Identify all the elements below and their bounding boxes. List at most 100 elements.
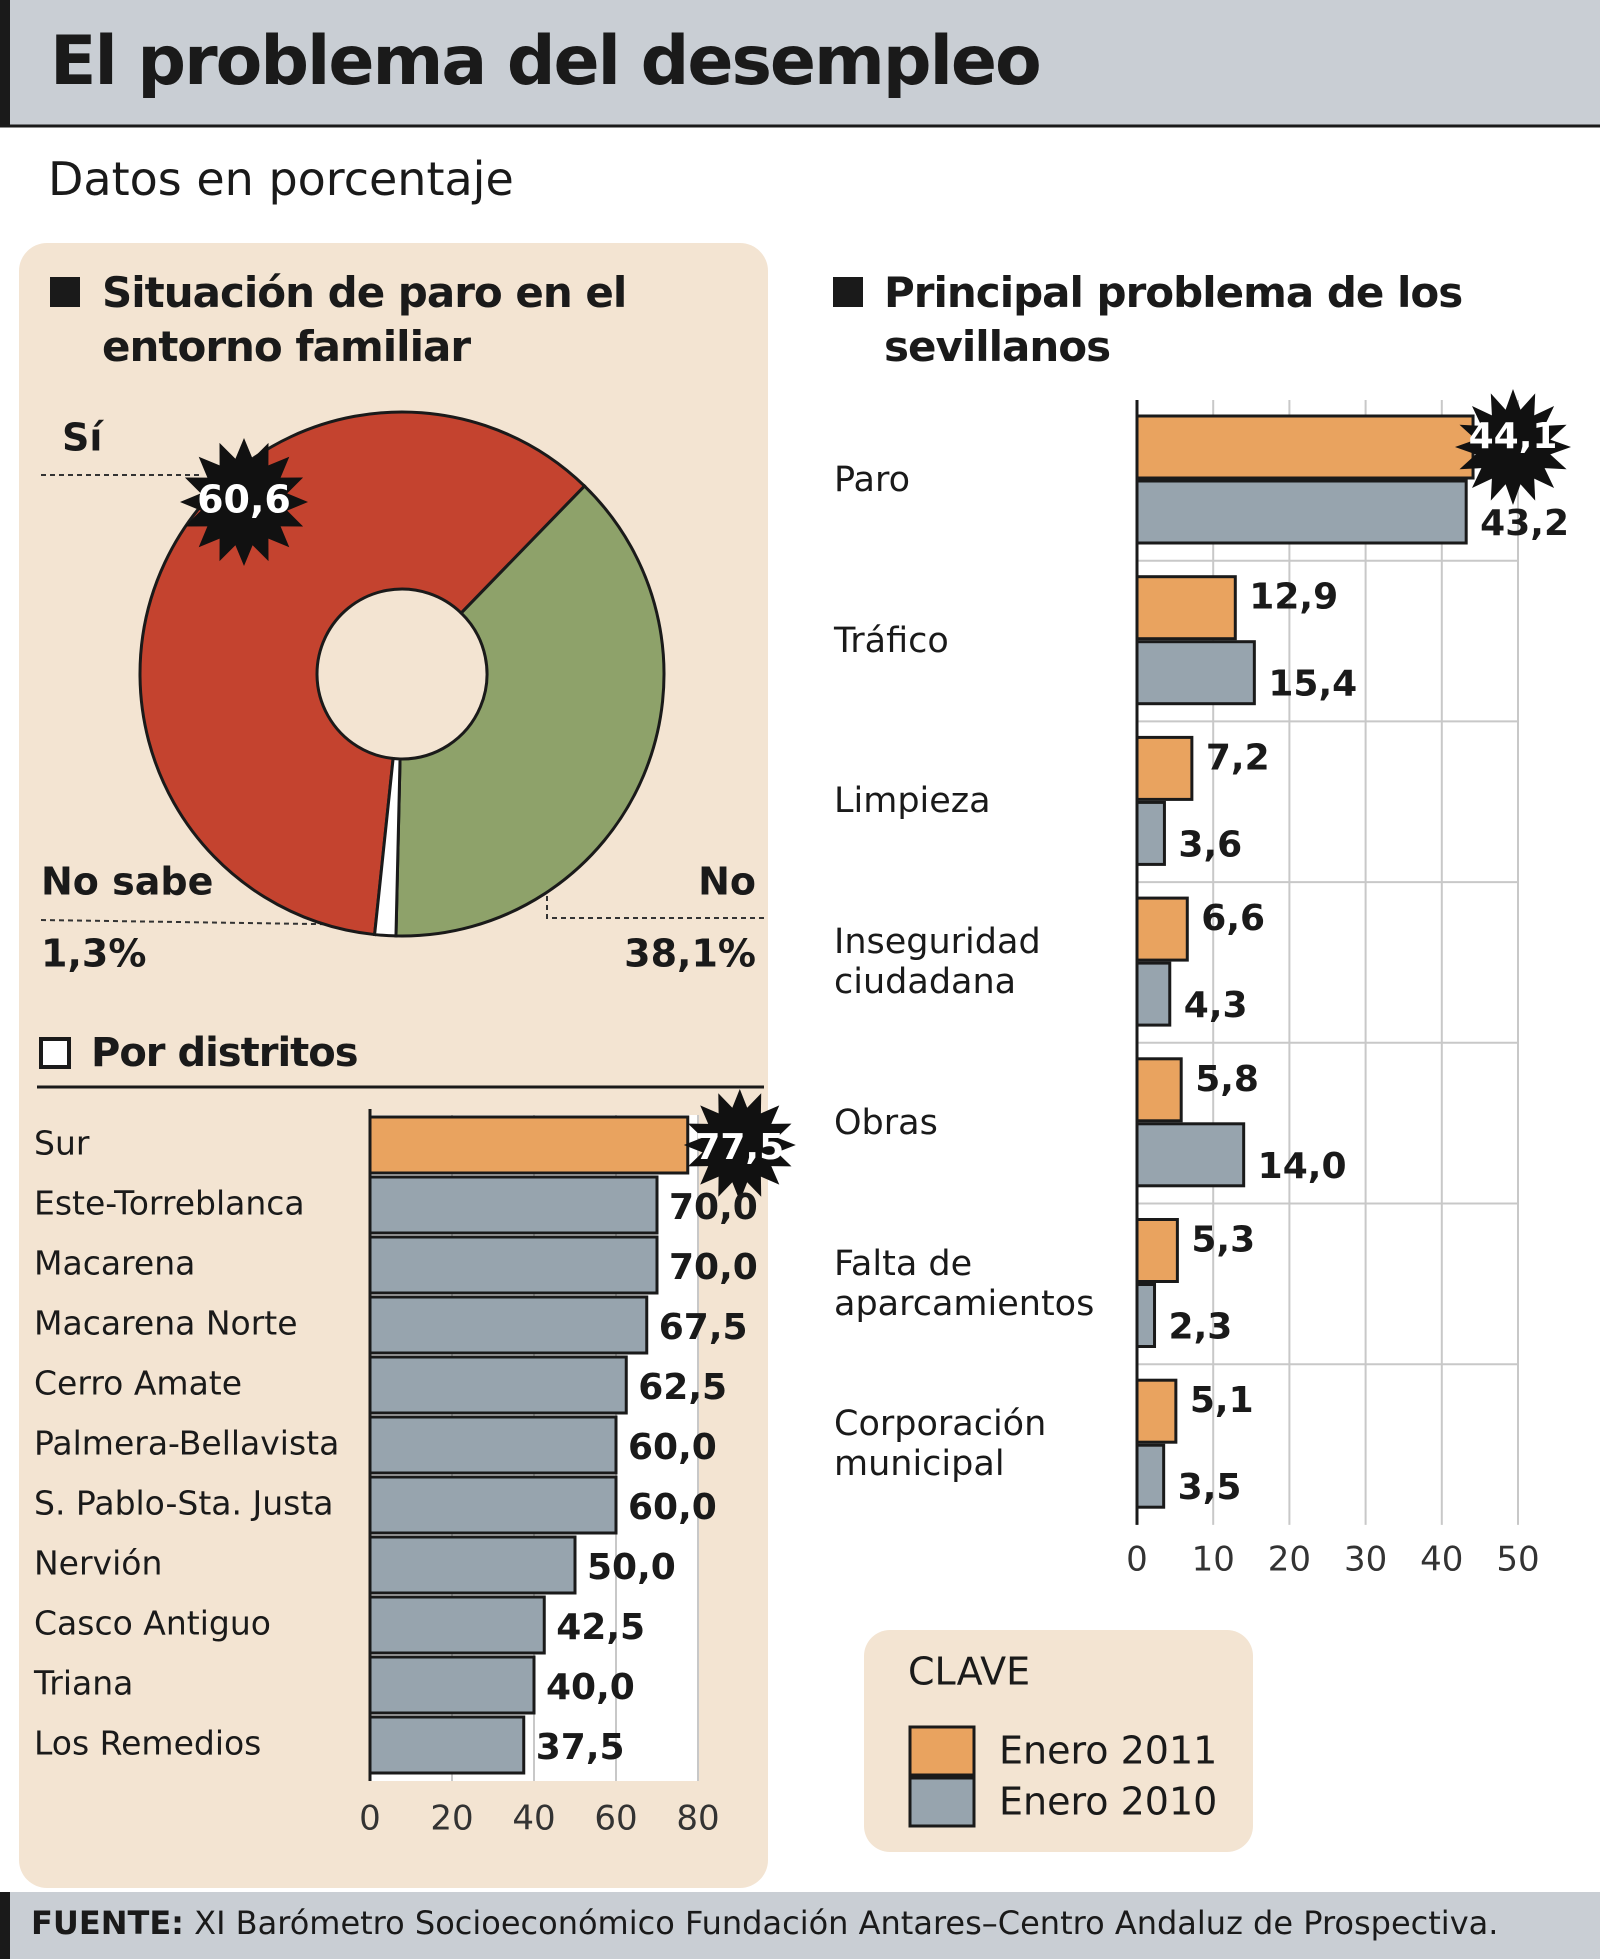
pie-label: Sí	[62, 416, 104, 460]
value-label: 40,0	[546, 1667, 635, 1708]
bar	[1135, 1443, 1166, 1509]
value-label: 60,0	[628, 1487, 717, 1528]
value-label: 60,0	[628, 1427, 717, 1468]
pie-value-label: 60,6	[197, 478, 291, 522]
value-label: 7,2	[1206, 737, 1270, 778]
value-label: 2,3	[1169, 1307, 1233, 1348]
value-label: 70,0	[669, 1247, 758, 1288]
x-tick-label: 10	[1192, 1540, 1235, 1580]
footer-band	[0, 1892, 1600, 1959]
x-tick-label: 30	[1344, 1540, 1387, 1580]
category-label: Falta de aparcamientos	[834, 1243, 1095, 1324]
x-tick-label: 40	[512, 1799, 555, 1839]
bar	[1135, 414, 1475, 480]
value-label: 4,3	[1184, 985, 1248, 1026]
category-label: Sur	[34, 1124, 90, 1163]
pie-label: No	[698, 860, 756, 904]
category-label: Nervión	[34, 1544, 162, 1583]
category-label: Este-Torreblanca	[34, 1184, 305, 1223]
pie-slice	[372, 756, 402, 938]
value-label: 6,6	[1201, 898, 1265, 939]
bar	[1135, 735, 1194, 801]
value-label: 5,3	[1191, 1220, 1255, 1261]
value-label: 37,5	[536, 1727, 625, 1768]
title-band	[0, 0, 1600, 125]
bar	[368, 1475, 618, 1535]
category-label: Obras	[834, 1102, 938, 1143]
category-label: Macarena Norte	[34, 1304, 298, 1343]
bar	[1135, 961, 1172, 1027]
legend-title: CLAVE	[908, 1650, 1030, 1694]
value-label: 5,8	[1195, 1059, 1259, 1100]
starburst	[683, 1089, 796, 1201]
page-subtitle: Datos en porcentaje	[48, 152, 514, 206]
bar	[368, 1115, 690, 1175]
pie-value-label: 1,3%	[41, 932, 146, 976]
value-label: 12,9	[1249, 577, 1338, 618]
title-square	[833, 277, 863, 307]
category-label: Cerro Amate	[34, 1364, 242, 1403]
value-label: 70,0	[669, 1187, 758, 1228]
x-tick-label: 0	[359, 1799, 381, 1839]
value-label: 42,5	[556, 1607, 645, 1648]
category-label: Tráfico	[834, 620, 949, 661]
x-tick-label: 80	[676, 1799, 719, 1839]
x-tick-label: 60	[594, 1799, 637, 1839]
legend-label: Enero 2011	[999, 1729, 1217, 1773]
value-label: 43,2	[1480, 503, 1569, 544]
category-label: Inseguridad ciudadana	[834, 922, 1041, 1003]
bar	[368, 1235, 659, 1295]
category-label: Los Remedios	[34, 1724, 261, 1763]
category-label: Palmera-Bellavista	[34, 1424, 339, 1463]
bar	[1135, 1218, 1179, 1283]
value-label: 62,5	[638, 1367, 727, 1408]
bar	[1135, 1378, 1178, 1444]
bar	[1135, 800, 1166, 866]
legend-label: Enero 2010	[999, 1780, 1217, 1824]
value-label: 3,6	[1178, 824, 1242, 865]
title-square	[39, 1037, 71, 1069]
value-label: 77,5	[695, 1127, 784, 1168]
value-label: 3,5	[1178, 1467, 1242, 1508]
bar	[368, 1415, 618, 1475]
title-square	[50, 277, 80, 307]
starburst	[180, 438, 308, 566]
title-bar	[0, 0, 10, 125]
starburst	[1455, 389, 1571, 505]
bar	[368, 1175, 659, 1235]
x-tick-label: 40	[1420, 1540, 1463, 1580]
bar	[368, 1535, 577, 1595]
source-line: FUENTE: XI Barómetro Socioeconómico Fund…	[31, 1904, 1498, 1942]
category-label: Paro	[834, 460, 911, 500]
category-label: Macarena	[34, 1244, 195, 1283]
pie-value-label: 38,1%	[624, 932, 756, 976]
bar	[368, 1715, 526, 1775]
x-tick-label: 50	[1496, 1540, 1539, 1580]
source-label: FUENTE:	[31, 1904, 184, 1942]
source-text: XI Barómetro Socioeconómico Fundación An…	[194, 1904, 1499, 1942]
bar	[368, 1595, 546, 1655]
value-label: 50,0	[587, 1547, 676, 1588]
x-tick-label: 0	[1126, 1540, 1148, 1580]
legend-swatch	[908, 1776, 976, 1828]
bar	[1135, 896, 1189, 962]
bar	[1135, 479, 1468, 545]
plot-area	[1137, 400, 1518, 1525]
value-label: 14,0	[1258, 1146, 1347, 1187]
bar	[368, 1295, 649, 1355]
pie-slice	[394, 483, 666, 938]
bar	[1135, 575, 1237, 641]
legend-swatch	[908, 1725, 976, 1777]
footer-bar	[0, 1892, 10, 1959]
chart-title: Por distritos	[91, 1030, 359, 1076]
bar	[1135, 1283, 1157, 1348]
bar	[368, 1655, 536, 1715]
bar	[1135, 1057, 1183, 1123]
bar	[368, 1355, 628, 1415]
bar	[1135, 1122, 1246, 1188]
value-label: 44,1	[1469, 416, 1558, 457]
bar	[1135, 640, 1256, 706]
value-label: 5,1	[1190, 1380, 1254, 1421]
